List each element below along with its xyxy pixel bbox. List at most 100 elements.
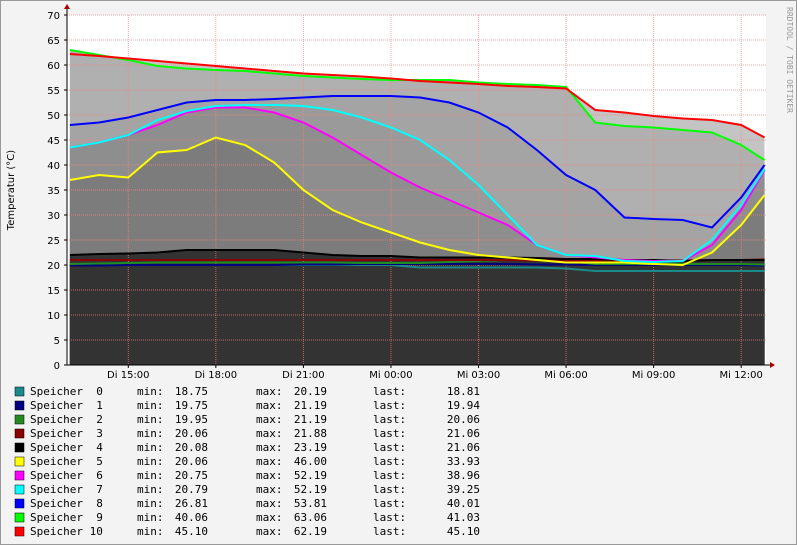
- series-line: [69, 136, 766, 267]
- legend-value: 52.19: [294, 483, 327, 496]
- legend-swatch: [14, 428, 25, 439]
- y-tick-label: 60: [47, 61, 60, 72]
- y-tick-label: 0: [54, 361, 60, 372]
- legend-value: 20.06: [447, 413, 480, 426]
- legend-key: last:: [373, 497, 406, 510]
- legend-key: min:: [137, 385, 164, 398]
- legend-value: 33.93: [447, 455, 480, 468]
- legend-swatch: [14, 512, 25, 523]
- legend-name: Speicher 3: [30, 427, 103, 440]
- y-tick-label: 55: [47, 86, 60, 97]
- legend-value: 40.01: [447, 497, 480, 510]
- legend-key: min:: [137, 525, 164, 538]
- legend-name: Speicher 6: [30, 469, 103, 482]
- legend-value: 39.25: [447, 483, 480, 496]
- legend-key: max:: [256, 497, 283, 510]
- legend-key: last:: [373, 525, 406, 538]
- legend-swatch: [14, 484, 25, 495]
- legend-value: 21.19: [294, 399, 327, 412]
- axis-arrow: [64, 4, 70, 9]
- legend-key: last:: [373, 483, 406, 496]
- legend-value: 19.94: [447, 399, 480, 412]
- legend-key: min:: [137, 469, 164, 482]
- legend-name: Speicher 8: [30, 497, 103, 510]
- legend-key: max:: [256, 441, 283, 454]
- legend-name: Speicher 9: [30, 511, 103, 524]
- legend-value: 41.03: [447, 511, 480, 524]
- legend-value: 19.95: [175, 413, 208, 426]
- x-tick-label: Mi 00:00: [369, 370, 412, 381]
- legend-key: min:: [137, 483, 164, 496]
- legend-value: 20.06: [175, 427, 208, 440]
- legend-key: last:: [373, 455, 406, 468]
- y-tick-label: 25: [47, 236, 60, 247]
- legend-swatch: [14, 386, 25, 397]
- y-axis-label: Temperatur (°C): [6, 150, 17, 231]
- legend-value: 23.19: [294, 441, 327, 454]
- legend-key: max:: [256, 427, 283, 440]
- legend-value: 20.19: [294, 385, 327, 398]
- legend-key: max:: [256, 455, 283, 468]
- legend-value: 20.75: [175, 469, 208, 482]
- legend-value: 26.81: [175, 497, 208, 510]
- legend-value: 63.06: [294, 511, 327, 524]
- legend-name: Speicher 4: [30, 441, 103, 454]
- legend-key: max:: [256, 385, 283, 398]
- legend-key: max:: [256, 413, 283, 426]
- legend-swatch: [14, 526, 25, 537]
- y-tick-label: 20: [47, 261, 60, 272]
- y-tick-label: 30: [47, 211, 60, 222]
- y-tick-label: 40: [47, 161, 60, 172]
- legend-value: 21.06: [447, 427, 480, 440]
- legend-key: max:: [256, 483, 283, 496]
- legend-name: Speicher 5: [30, 455, 103, 468]
- legend-swatch: [14, 442, 25, 453]
- legend-swatch: [14, 470, 25, 481]
- series-line: [69, 95, 766, 229]
- x-tick-label: Di 21:00: [282, 370, 324, 381]
- legend-value: 19.75: [175, 399, 208, 412]
- legend-value: 21.88: [294, 427, 327, 440]
- legend-swatch: [14, 400, 25, 411]
- x-tick-label: Mi 12:00: [719, 370, 762, 381]
- legend-key: min:: [137, 511, 164, 524]
- legend-value: 40.06: [175, 511, 208, 524]
- legend-value: 20.06: [175, 455, 208, 468]
- legend-value: 46.00: [294, 455, 327, 468]
- legend-key: min:: [137, 427, 164, 440]
- legend-key: min:: [137, 441, 164, 454]
- watermark: RRDTOOL / TOBI OETIKER: [785, 7, 794, 113]
- x-tick-label: Mi 03:00: [457, 370, 500, 381]
- x-tick-label: Di 18:00: [195, 370, 237, 381]
- legend-name: Speicher 0: [30, 385, 103, 398]
- legend-value: 18.75: [175, 385, 208, 398]
- legend-value: 45.10: [175, 525, 208, 538]
- legend-value: 20.79: [175, 483, 208, 496]
- series-line: [69, 53, 766, 139]
- y-tick-label: 70: [47, 11, 60, 22]
- legend-value: 20.08: [175, 441, 208, 454]
- legend-key: max:: [256, 399, 283, 412]
- series-line: [69, 104, 766, 264]
- legend-key: last:: [373, 399, 406, 412]
- legend-key: min:: [137, 399, 164, 412]
- legend-name: Speicher 2: [30, 413, 103, 426]
- legend-key: max:: [256, 469, 283, 482]
- legend-value: 53.81: [294, 497, 327, 510]
- legend-value: 18.81: [447, 385, 480, 398]
- legend-value: 21.19: [294, 413, 327, 426]
- legend-key: last:: [373, 441, 406, 454]
- axis-arrow: [770, 362, 775, 368]
- legend-key: min:: [137, 497, 164, 510]
- legend-key: max:: [256, 525, 283, 538]
- y-tick-label: 15: [47, 286, 60, 297]
- legend-value: 52.19: [294, 469, 327, 482]
- legend-name: Speicher 10: [30, 525, 103, 538]
- legend-key: last:: [373, 427, 406, 440]
- legend-key: max:: [256, 511, 283, 524]
- legend-key: last:: [373, 413, 406, 426]
- legend-swatch: [14, 456, 25, 467]
- y-tick-label: 10: [47, 311, 60, 322]
